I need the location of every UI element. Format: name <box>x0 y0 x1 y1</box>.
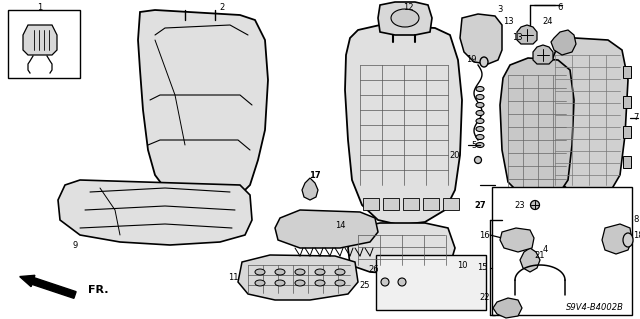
Text: 23: 23 <box>515 201 525 210</box>
Polygon shape <box>493 298 522 318</box>
Polygon shape <box>275 210 378 248</box>
Ellipse shape <box>476 118 484 123</box>
Bar <box>623 126 631 138</box>
Text: 25: 25 <box>360 280 371 290</box>
Text: 26: 26 <box>369 265 380 275</box>
Text: 3: 3 <box>497 5 502 14</box>
Text: 8: 8 <box>634 216 639 225</box>
Ellipse shape <box>335 280 345 286</box>
Text: 21: 21 <box>535 250 545 259</box>
Ellipse shape <box>476 135 484 139</box>
Ellipse shape <box>531 201 540 210</box>
Text: 10: 10 <box>457 261 467 270</box>
Ellipse shape <box>315 280 325 286</box>
Text: 20: 20 <box>450 151 460 160</box>
Polygon shape <box>238 255 358 300</box>
Bar <box>403 198 419 210</box>
Ellipse shape <box>275 269 285 275</box>
Text: 17: 17 <box>309 170 321 180</box>
Polygon shape <box>520 248 540 272</box>
Bar <box>623 156 631 168</box>
Polygon shape <box>23 25 57 55</box>
Text: 22: 22 <box>480 293 490 302</box>
Text: 12: 12 <box>403 4 413 12</box>
Bar <box>8 10 80 78</box>
Polygon shape <box>138 10 268 205</box>
Ellipse shape <box>335 269 345 275</box>
Polygon shape <box>548 38 628 198</box>
Text: 7: 7 <box>634 114 639 122</box>
Bar <box>423 198 439 210</box>
Text: 13: 13 <box>502 18 513 26</box>
Text: 27: 27 <box>474 201 486 210</box>
Text: 5: 5 <box>472 140 477 150</box>
Ellipse shape <box>476 102 484 108</box>
Polygon shape <box>460 14 502 64</box>
Text: 16: 16 <box>479 231 490 240</box>
Text: 11: 11 <box>228 273 238 283</box>
Text: 15: 15 <box>477 263 487 272</box>
Bar <box>623 66 631 78</box>
Ellipse shape <box>391 9 419 27</box>
Ellipse shape <box>398 278 406 286</box>
Text: 1: 1 <box>37 4 43 12</box>
Bar <box>623 96 631 108</box>
Ellipse shape <box>476 127 484 131</box>
Polygon shape <box>500 58 574 200</box>
Bar <box>376 255 486 310</box>
Bar <box>363 198 379 210</box>
Polygon shape <box>302 178 318 200</box>
Text: FR.: FR. <box>88 285 109 295</box>
Text: 18: 18 <box>633 231 640 240</box>
Text: 2: 2 <box>220 4 225 12</box>
Text: 6: 6 <box>557 4 563 12</box>
Text: 9: 9 <box>72 241 77 249</box>
Ellipse shape <box>476 143 484 147</box>
Ellipse shape <box>295 269 305 275</box>
Polygon shape <box>500 228 534 252</box>
Text: 13: 13 <box>512 33 522 42</box>
Text: 19: 19 <box>466 56 476 64</box>
Text: S9V4-B4002B: S9V4-B4002B <box>566 303 624 313</box>
Ellipse shape <box>255 280 265 286</box>
Polygon shape <box>378 2 432 35</box>
Ellipse shape <box>295 280 305 286</box>
Bar <box>383 198 399 210</box>
Text: 14: 14 <box>335 220 345 229</box>
Ellipse shape <box>623 233 633 247</box>
Polygon shape <box>551 30 576 55</box>
Bar <box>443 198 459 210</box>
FancyArrow shape <box>20 275 76 298</box>
Polygon shape <box>602 224 632 254</box>
Ellipse shape <box>381 278 389 286</box>
Ellipse shape <box>315 269 325 275</box>
Ellipse shape <box>476 86 484 92</box>
Text: 24: 24 <box>543 18 553 26</box>
Ellipse shape <box>255 269 265 275</box>
Polygon shape <box>533 45 553 64</box>
Ellipse shape <box>480 57 488 67</box>
Bar <box>492 187 632 315</box>
Polygon shape <box>345 25 462 225</box>
Ellipse shape <box>275 280 285 286</box>
Polygon shape <box>517 25 537 44</box>
Ellipse shape <box>476 110 484 115</box>
Polygon shape <box>348 223 455 274</box>
Ellipse shape <box>474 157 481 164</box>
Ellipse shape <box>476 94 484 100</box>
Text: 4: 4 <box>542 246 548 255</box>
Polygon shape <box>58 180 252 245</box>
